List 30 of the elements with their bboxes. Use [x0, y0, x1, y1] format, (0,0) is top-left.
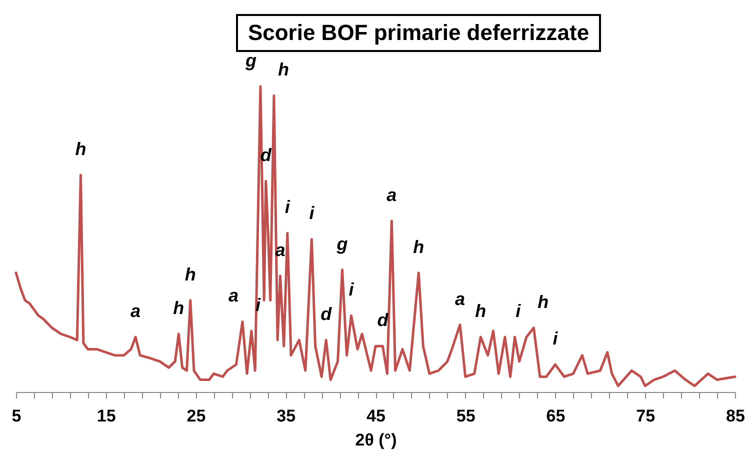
annotation: h [75, 139, 86, 160]
annotation: h [278, 60, 289, 80]
annotation: h [475, 301, 486, 321]
annotation: h [173, 298, 184, 318]
annotation: g [244, 50, 256, 70]
annotation: i [348, 280, 355, 300]
annotation: i [516, 301, 522, 321]
annotation: i [284, 197, 291, 218]
x-tick-label: 5 [12, 406, 22, 426]
x-tick-label: 65 [546, 406, 566, 426]
annotation: i [552, 328, 559, 348]
chart-title: Scorie BOF primarie deferrizzate [236, 14, 602, 52]
annotation: d [320, 304, 333, 324]
annotation: h [413, 236, 424, 257]
annotation: h [184, 264, 196, 284]
annotation: a [130, 301, 141, 321]
x-tick-label: 85 [726, 406, 745, 426]
annotation: g [336, 234, 348, 254]
x-axis-title: 2θ (°) [355, 430, 397, 450]
x-tick-label: 15 [96, 406, 116, 426]
annotation: a [228, 286, 238, 306]
annotation: a [454, 288, 465, 309]
x-tick-label: 45 [366, 406, 386, 426]
x-tick-label: 55 [456, 406, 476, 426]
x-tick-label: 25 [186, 406, 206, 426]
annotation: h [538, 292, 549, 312]
x-tick-label: 75 [636, 406, 656, 426]
annotation: a [386, 184, 397, 205]
annotation: i [309, 203, 316, 224]
x-tick-label: 35 [276, 406, 296, 426]
